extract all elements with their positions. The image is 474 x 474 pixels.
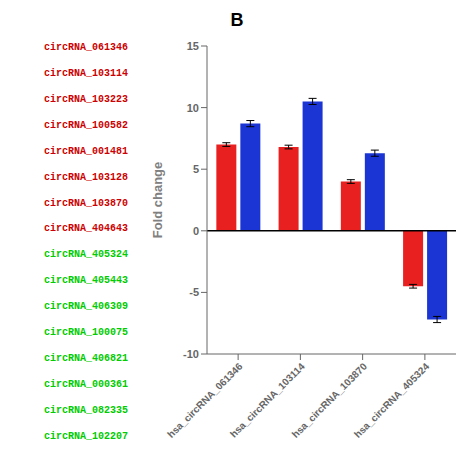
svg-text:10: 10 (187, 102, 199, 114)
html-text:circRNA_406821: circRNA_406821 (44, 353, 128, 365)
svg-text:Fold change: Fold change (150, 162, 165, 239)
html-text:circRNA_100075: circRNA_100075 (44, 327, 128, 339)
html-text:circRNA_406309: circRNA_406309 (44, 301, 128, 313)
html-text:circRNA_001481: circRNA_001481 (44, 145, 128, 157)
html-text:circRNA_103128: circRNA_103128 (44, 171, 128, 183)
svg-text:5: 5 (193, 163, 199, 175)
html-text:circRNA_405443: circRNA_405443 (44, 275, 128, 287)
html-text:circRNA_000361: circRNA_000361 (44, 379, 128, 390)
html-text:circRNA_100582: circRNA_100582 (44, 119, 128, 131)
svg-text:hsa_circRNA_061346: hsa_circRNA_061346 (165, 360, 245, 440)
svg-text:hsa_circRNA_405324: hsa_circRNA_405324 (352, 360, 432, 440)
svg-text:hsa_circRNA_103870: hsa_circRNA_103870 (289, 360, 370, 440)
svg-text:0: 0 (193, 225, 199, 237)
html-text:circRNA_082335: circRNA_082335 (44, 404, 128, 416)
svg-text:hsa_circRNA_103114: hsa_circRNA_103114 (227, 360, 307, 440)
html-text:circRNA_103114: circRNA_103114 (44, 67, 128, 79)
svg-text:-10: -10 (183, 348, 199, 360)
svg-text:-5: -5 (189, 286, 199, 298)
html-text:circRNA_103870: circRNA_103870 (44, 197, 128, 209)
html-text:circRNA_102207: circRNA_102207 (44, 430, 128, 442)
html-text:circRNA_061346: circRNA_061346 (44, 42, 128, 53)
html-text:circRNA_405324: circRNA_405324 (44, 249, 128, 261)
html-text:circRNA_404643: circRNA_404643 (44, 223, 128, 235)
html-text:B: B (230, 10, 244, 30)
html-text:circRNA_103223: circRNA_103223 (44, 93, 128, 105)
svg-text:15: 15 (187, 40, 199, 52)
